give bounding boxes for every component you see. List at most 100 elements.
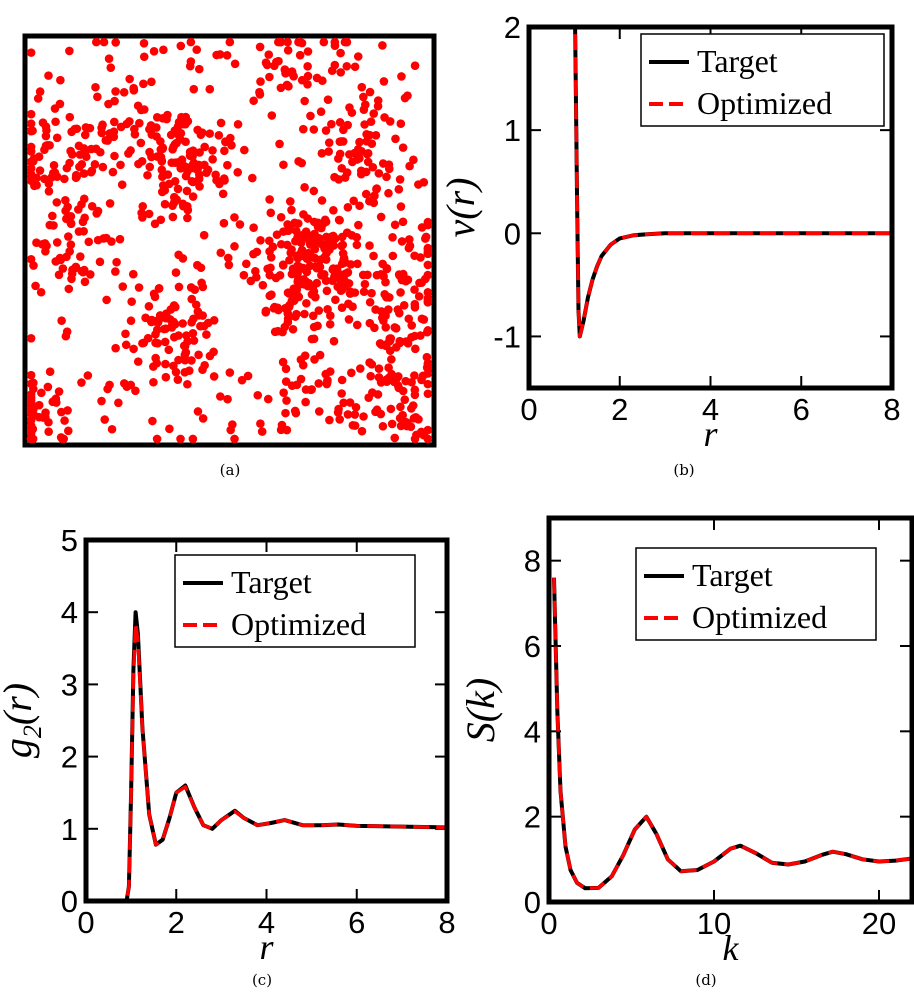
particle-point <box>157 165 167 175</box>
series-line-optimized <box>573 27 892 339</box>
particle-point <box>298 360 308 370</box>
particle-point <box>357 82 367 92</box>
particle-point <box>325 319 335 329</box>
particle-point <box>384 305 393 314</box>
particle-point <box>379 272 388 281</box>
particle-point <box>100 415 110 424</box>
particle-point <box>415 278 424 288</box>
particle-point <box>394 185 404 194</box>
particle-point <box>208 146 217 155</box>
particle-point <box>345 398 355 407</box>
particle-point <box>371 130 381 140</box>
particle-point <box>379 316 388 325</box>
particle-point <box>342 61 352 71</box>
particle-point <box>26 164 36 173</box>
particle-point <box>63 426 73 436</box>
particle-point <box>48 211 57 221</box>
particle-point <box>145 147 154 157</box>
particle-point <box>86 144 96 154</box>
particle-point <box>85 270 95 279</box>
particle-point <box>264 236 274 246</box>
particle-point <box>353 145 363 154</box>
particle-point <box>240 145 249 155</box>
particle-point <box>358 270 368 280</box>
particle-point <box>411 344 420 354</box>
legend-box <box>635 547 877 641</box>
particle-point <box>249 223 258 232</box>
particle-point <box>79 169 89 178</box>
particle-point <box>156 215 166 225</box>
particle-point <box>26 396 36 405</box>
particle-point <box>41 246 50 256</box>
particle-point <box>249 96 258 106</box>
particle-point <box>398 217 408 227</box>
particle-point <box>423 270 433 280</box>
particle-point <box>330 41 340 50</box>
particle-point <box>74 227 84 236</box>
particle-point <box>282 304 292 314</box>
particle-point <box>62 163 72 173</box>
particle-point <box>403 418 412 428</box>
particle-point <box>111 87 120 96</box>
particle-point <box>410 385 420 395</box>
particle-point <box>161 372 171 382</box>
particle-point <box>230 434 239 444</box>
particle-point <box>31 281 40 291</box>
particle-point <box>384 363 393 373</box>
particle-point <box>329 336 339 346</box>
particle-point <box>311 262 321 271</box>
particle-point <box>266 208 276 218</box>
particle-point <box>33 94 43 103</box>
particle-point <box>359 105 369 114</box>
legend-box <box>640 33 885 127</box>
particle-point <box>384 160 394 169</box>
particle-point <box>327 119 336 129</box>
particle-point <box>35 166 45 175</box>
y-tick-label: 4 <box>524 714 541 749</box>
particle-point <box>218 189 228 199</box>
particle-point <box>233 167 243 177</box>
particle-point <box>226 133 235 143</box>
particle-point <box>363 157 373 167</box>
particle-point <box>309 334 319 344</box>
particle-point <box>216 248 226 258</box>
particle-point <box>313 237 323 247</box>
particle-point <box>390 433 400 443</box>
particle-point <box>111 267 120 276</box>
particle-point <box>372 184 382 193</box>
particle-point <box>187 176 197 186</box>
particle-point <box>292 380 302 390</box>
particle-point <box>323 234 333 243</box>
particle-point <box>285 289 294 298</box>
particle-point <box>370 323 379 333</box>
particle-point <box>343 410 353 419</box>
particle-point <box>235 220 245 229</box>
x-axis-label: k <box>723 928 740 968</box>
particle-point <box>376 212 386 222</box>
particle-point <box>359 412 368 421</box>
particle-point <box>44 427 53 436</box>
particle-point <box>361 189 371 199</box>
particle-point <box>205 84 215 94</box>
particle-point <box>338 258 348 267</box>
particle-point <box>318 76 327 86</box>
particle-point <box>375 339 385 348</box>
particle-point <box>45 220 55 230</box>
particle-point <box>255 42 265 52</box>
y-axis-label: S(k) <box>458 678 503 742</box>
particle-point <box>314 407 324 416</box>
particle-point <box>355 201 364 211</box>
particle-point <box>357 426 367 436</box>
legend-label-optimized: Optimized <box>231 606 366 642</box>
particle-point <box>321 276 331 286</box>
particle-point <box>147 77 156 87</box>
particle-point <box>119 379 129 388</box>
particle-point <box>350 288 360 297</box>
particle-point <box>396 288 405 297</box>
particle-point <box>188 328 198 338</box>
particle-point <box>49 160 59 170</box>
particle-point <box>252 272 261 282</box>
particle-point <box>345 150 354 159</box>
particle-point <box>355 137 364 147</box>
particle-point <box>403 91 412 100</box>
